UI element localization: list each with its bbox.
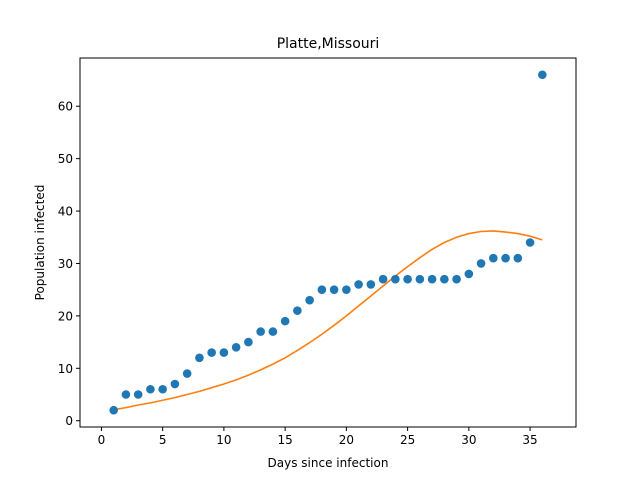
data-point	[293, 306, 302, 315]
data-point	[525, 238, 535, 247]
x-tick-label: 15	[277, 433, 292, 447]
data-point	[207, 348, 216, 357]
x-tick-label: 30	[461, 433, 476, 447]
data-point	[354, 280, 363, 289]
data-point	[440, 274, 449, 284]
x-tick-label: 10	[216, 433, 231, 447]
data-point	[476, 259, 486, 268]
data-point	[268, 327, 278, 336]
y-tick-label: 20	[58, 309, 73, 323]
data-point	[305, 295, 314, 305]
data-point	[342, 285, 351, 294]
fit-curve	[113, 230, 543, 411]
data-point	[109, 405, 118, 415]
y-tick-label: 60	[58, 100, 73, 114]
plot-area	[109, 70, 547, 415]
chart-title: Platte,Missouri	[277, 36, 380, 52]
data-point	[489, 253, 498, 263]
data-point	[256, 327, 265, 336]
y-tick-label: 40	[58, 205, 73, 219]
y-tick-label: 0	[65, 414, 73, 428]
data-point	[501, 253, 510, 263]
data-point	[317, 285, 327, 294]
data-point	[415, 274, 425, 284]
data-point	[219, 348, 229, 357]
x-axis: 0 5 10 15 20 25 30 35	[98, 427, 538, 447]
data-point	[231, 343, 241, 352]
data-point	[133, 390, 143, 399]
data-point	[464, 269, 474, 279]
y-axis: 0 10 20 30 40 50 60	[58, 100, 80, 428]
y-tick-label: 10	[58, 362, 73, 376]
data-point	[121, 390, 131, 399]
data-point	[452, 274, 461, 284]
data-point	[244, 337, 253, 347]
data-point	[538, 70, 547, 80]
data-point	[146, 384, 155, 394]
x-tick-label: 0	[98, 433, 106, 447]
data-point	[280, 316, 290, 326]
x-axis-label: Days since infection	[268, 456, 389, 470]
x-tick-label: 25	[400, 433, 415, 447]
y-tick-label: 50	[58, 152, 73, 166]
data-point	[158, 384, 167, 394]
data-point	[391, 274, 400, 284]
data-point	[366, 280, 376, 289]
data-point	[378, 274, 388, 284]
data-point	[170, 379, 180, 389]
data-point	[427, 274, 437, 284]
axes-frame	[79, 57, 577, 428]
data-point	[329, 285, 339, 294]
data-point	[513, 253, 523, 263]
x-tick-label: 20	[339, 433, 354, 447]
data-point	[403, 274, 412, 284]
x-tick-label: 35	[522, 433, 537, 447]
data-point	[182, 369, 192, 378]
x-tick-label: 5	[159, 433, 167, 447]
y-axis-label: Population infected	[33, 185, 47, 301]
data-point	[195, 353, 204, 363]
y-tick-label: 30	[58, 257, 73, 271]
